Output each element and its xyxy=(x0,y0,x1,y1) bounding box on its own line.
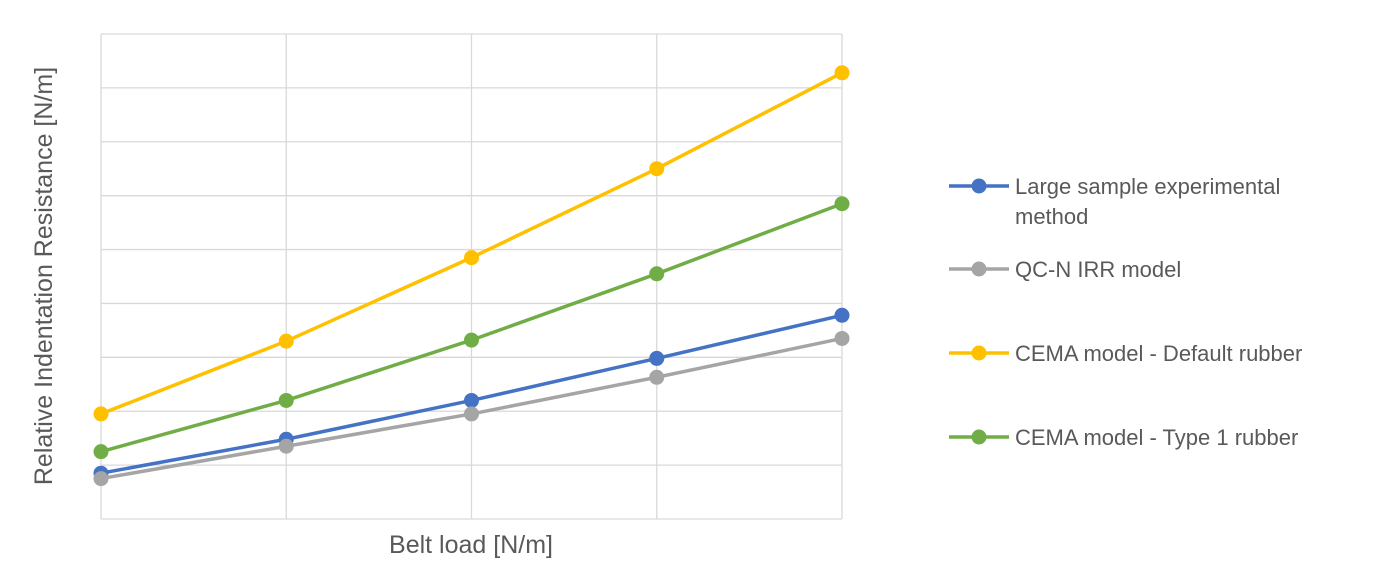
legend-entry-4: CEMA model - Type 1 rubber xyxy=(949,425,1298,450)
data-point xyxy=(649,350,665,366)
legend-marker xyxy=(971,345,987,361)
data-point xyxy=(464,332,479,348)
legend-label: Large sample experimental xyxy=(1015,174,1280,199)
series-4 xyxy=(93,196,850,460)
data-point xyxy=(649,266,665,282)
data-point xyxy=(834,196,850,212)
data-point xyxy=(278,438,294,454)
data-point xyxy=(464,392,479,408)
legend-marker xyxy=(971,429,987,445)
data-point xyxy=(834,307,850,323)
legend-label: QC-N IRR model xyxy=(1015,257,1181,282)
data-point xyxy=(93,444,109,460)
data-point xyxy=(278,392,294,408)
data-point xyxy=(649,369,665,385)
data-point xyxy=(834,330,850,346)
data-point xyxy=(834,65,850,81)
data-point xyxy=(93,406,109,422)
legend-entry-3: CEMA model - Default rubber xyxy=(949,341,1302,366)
legend-label: CEMA model - Default rubber xyxy=(1015,341,1302,366)
legend-marker xyxy=(971,261,987,277)
data-point xyxy=(278,333,294,349)
grid xyxy=(100,33,843,520)
series-3 xyxy=(93,65,850,422)
legend-entry-1: Large sample experimental method xyxy=(949,174,1280,229)
legend-label: method xyxy=(1015,204,1088,229)
x-axis-label: Belt load [N/m] xyxy=(389,531,553,559)
series-layer xyxy=(93,65,850,487)
legend-entry-2: QC-N IRR model xyxy=(949,257,1181,282)
legend-label: CEMA model - Type 1 rubber xyxy=(1015,425,1298,450)
data-point xyxy=(93,471,109,487)
data-point xyxy=(464,406,479,422)
legend: Large sample experimental method QC-N IRR … xyxy=(949,174,1302,450)
data-point xyxy=(649,161,665,177)
y-axis-label: Relative Indentation Resistance [N/m] xyxy=(30,67,58,485)
data-point xyxy=(464,250,479,266)
legend-marker xyxy=(971,178,987,194)
series-2 xyxy=(93,330,850,487)
